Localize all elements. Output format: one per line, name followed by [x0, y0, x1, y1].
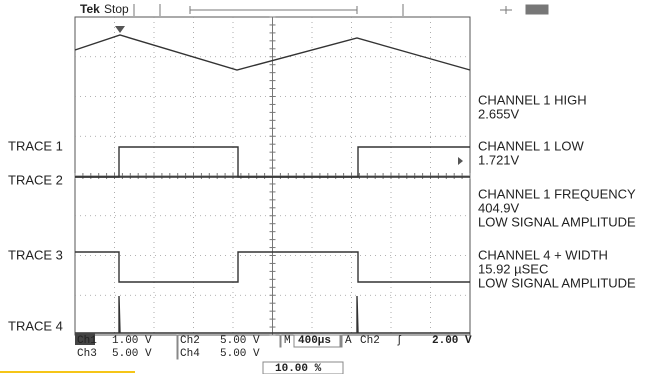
trace-label: TRACE 3: [8, 247, 63, 262]
readout: Ch2: [360, 335, 380, 347]
readout: 400µs: [298, 335, 331, 347]
readout: ʃ: [396, 335, 403, 347]
readout: Ch3: [77, 348, 97, 360]
measurement-text: 15.92 µSEC: [478, 261, 548, 276]
measurement-text: CHANNEL 1 LOW: [478, 138, 584, 153]
readout: Ch2: [180, 335, 200, 347]
readout: Ch1: [77, 335, 97, 347]
oscilloscope-screenshot: Tek Stop TRACE 1 TRACE 2 TRACE 3 TRACE 4…: [0, 0, 664, 374]
readout: Ch4: [180, 348, 200, 360]
readout: 10.00 %: [275, 363, 322, 374]
measurement-text: CHANNEL 1 HIGH: [478, 92, 587, 107]
readout: M: [284, 335, 291, 347]
measurement-text: LOW SIGNAL AMPLITUDE: [478, 214, 636, 229]
brand: Tek: [80, 2, 100, 16]
status: Stop: [104, 2, 129, 16]
readout: 5.00 V: [220, 335, 260, 347]
readout: 5.00 V: [220, 348, 260, 360]
level-marker: [458, 157, 463, 165]
measurement-text: LOW SIGNAL AMPLITUDE: [478, 275, 636, 290]
measurement-text: CHANNEL 4 + WIDTH: [478, 247, 608, 262]
readout: 1.00 V: [112, 335, 152, 347]
trigger-marker: [115, 26, 125, 33]
trace-label: TRACE 2: [8, 172, 63, 187]
readouts: Ch1 1.00 V Ch2 5.00 V M 400µs A Ch2 ʃ 2.00 V Ch3 5.…: [77, 335, 472, 374]
measurement-text: CHANNEL 1 FREQUENCY: [478, 186, 636, 201]
graticule: [75, 17, 470, 335]
measurement-text: 404.9V: [478, 200, 520, 215]
readout: 5.00 V: [112, 348, 152, 360]
readout: A: [345, 335, 352, 347]
measurement-text: 2.655V: [478, 106, 520, 121]
trace-label: TRACE 4: [8, 318, 63, 333]
trace-label: TRACE 1: [8, 138, 63, 153]
readout: 2.00 V: [432, 335, 472, 347]
measurement-text: 1.721V: [478, 152, 520, 167]
header-frame: [134, 4, 548, 16]
